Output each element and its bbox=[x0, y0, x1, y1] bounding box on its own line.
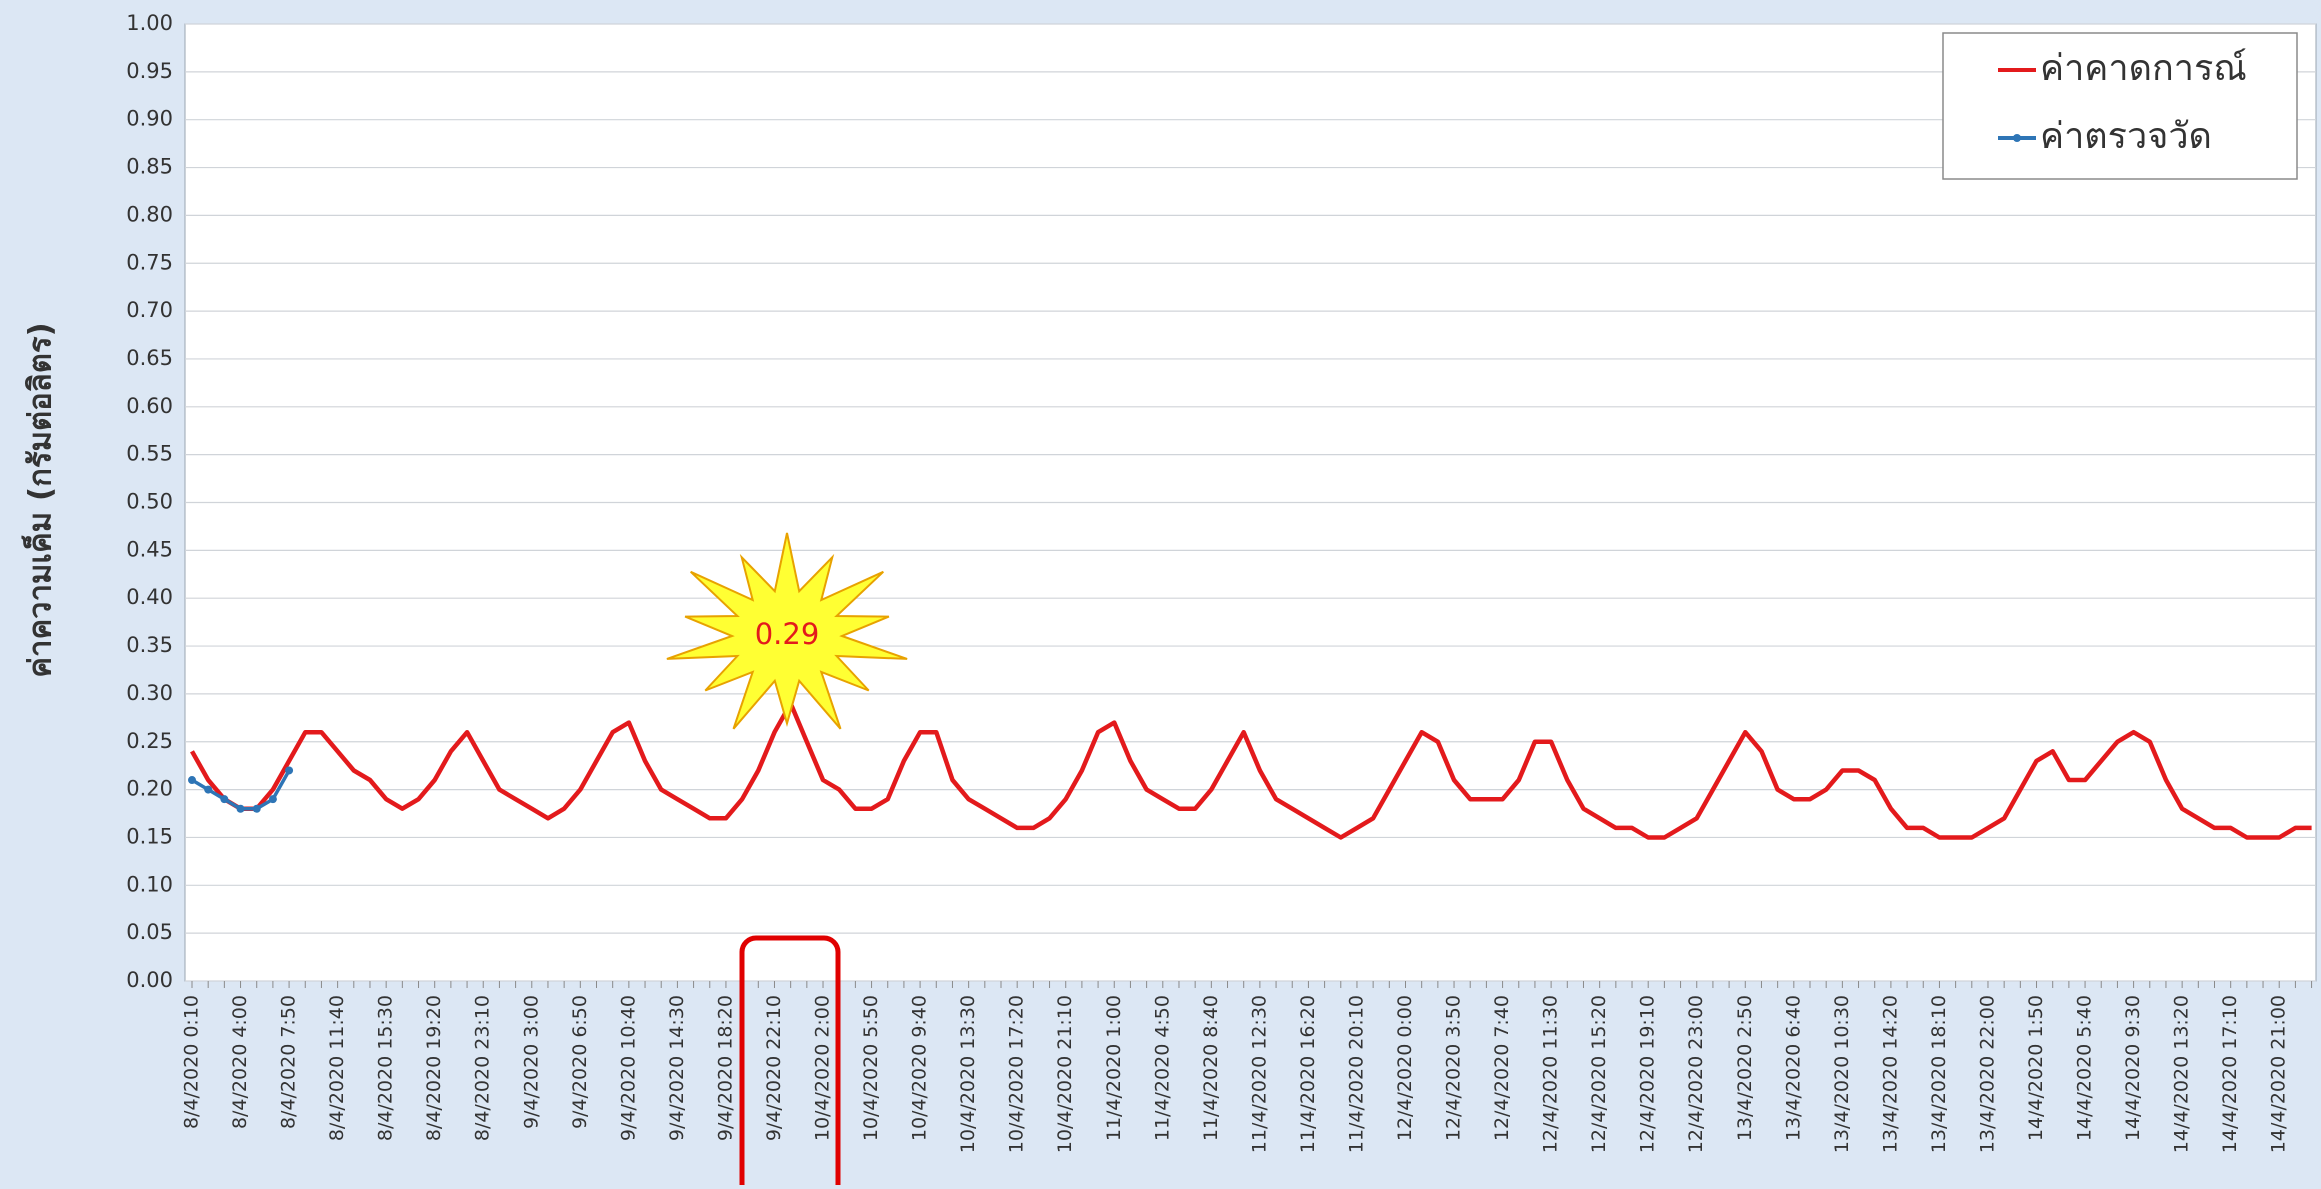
y-tick-label: 0.85 bbox=[126, 155, 173, 179]
series-marker bbox=[236, 804, 245, 813]
y-tick-label: 0.30 bbox=[126, 681, 173, 705]
x-tick-label: 13/4/2020 18:10 bbox=[1928, 995, 1950, 1153]
y-tick-label: 0.65 bbox=[126, 346, 173, 370]
x-tick-label: 9/4/2020 22:10 bbox=[763, 995, 785, 1141]
y-tick-label: 0.50 bbox=[126, 490, 173, 514]
x-tick-label: 11/4/2020 4:50 bbox=[1151, 995, 1173, 1141]
x-tick-label: 13/4/2020 14:20 bbox=[1879, 995, 1901, 1153]
x-tick-label: 11/4/2020 8:40 bbox=[1200, 995, 1222, 1141]
highlight-box bbox=[739, 935, 841, 1189]
x-tick-label: 9/4/2020 14:30 bbox=[666, 995, 688, 1141]
starburst bbox=[666, 532, 908, 730]
x-tick-label: 12/4/2020 23:00 bbox=[1685, 995, 1707, 1153]
series-marker bbox=[252, 804, 261, 813]
x-tick-label: 14/4/2020 1:50 bbox=[2025, 995, 2047, 1141]
y-tick-label: 0.70 bbox=[126, 298, 173, 322]
x-tick-label: 12/4/2020 19:10 bbox=[1637, 995, 1659, 1153]
x-tick-label: 12/4/2020 7:40 bbox=[1491, 995, 1513, 1141]
legend-marker bbox=[2013, 134, 2021, 142]
y-tick-label: 1.00 bbox=[126, 11, 173, 35]
x-tick-label: 13/4/2020 2:50 bbox=[1734, 995, 1756, 1141]
x-tick-label: 10/4/2020 21:10 bbox=[1054, 995, 1076, 1153]
x-tick-label: 8/4/2020 19:20 bbox=[423, 995, 445, 1141]
grid bbox=[185, 23, 2316, 988]
y-tick-label: 0.95 bbox=[126, 59, 173, 83]
y-tick-label: 0.25 bbox=[126, 729, 173, 753]
y-tick-label: 0.35 bbox=[126, 633, 173, 657]
series-layer bbox=[188, 701, 2312, 840]
x-tick-label: 11/4/2020 12:30 bbox=[1248, 995, 1270, 1153]
x-tick-label: 8/4/2020 4:00 bbox=[229, 995, 251, 1129]
y-tick-label: 0.05 bbox=[126, 920, 173, 944]
x-tick-label: 8/4/2020 15:30 bbox=[375, 995, 397, 1141]
x-tick-label: 14/4/2020 17:10 bbox=[2219, 995, 2241, 1153]
x-tick-label: 11/4/2020 16:20 bbox=[1297, 995, 1319, 1153]
x-tick-label: 14/4/2020 9:30 bbox=[2122, 995, 2144, 1141]
y-tick-label: 0.60 bbox=[126, 394, 173, 418]
x-tick-label: 8/4/2020 7:50 bbox=[278, 995, 300, 1129]
y-tick-label: 0.00 bbox=[126, 968, 173, 992]
x-tick-label: 13/4/2020 10:30 bbox=[1831, 995, 1853, 1153]
y-tick-label: 0.15 bbox=[126, 824, 173, 848]
y-tick-label: 0.20 bbox=[126, 777, 173, 801]
x-tick-label: 10/4/2020 5:50 bbox=[860, 995, 882, 1141]
annotation-text: 0.29 bbox=[755, 617, 820, 651]
y-tick-label: 0.40 bbox=[126, 585, 173, 609]
y-tick-label: 0.45 bbox=[126, 537, 173, 561]
x-tick-label: 9/4/2020 3:00 bbox=[520, 995, 542, 1129]
legend-label: ค่าคาดการณ์ bbox=[2040, 48, 2247, 89]
x-tick-label: 9/4/2020 6:50 bbox=[569, 995, 591, 1129]
x-tick-label: 10/4/2020 2:00 bbox=[812, 995, 834, 1141]
x-tick-label: 9/4/2020 18:20 bbox=[714, 995, 736, 1141]
series-line bbox=[190, 701, 2312, 840]
x-tick-label: 10/4/2020 13:30 bbox=[957, 995, 979, 1153]
x-tick-label: 12/4/2020 15:20 bbox=[1588, 995, 1610, 1153]
x-tick-label: 13/4/2020 6:40 bbox=[1782, 995, 1804, 1141]
x-tick-label: 8/4/2020 11:40 bbox=[326, 995, 348, 1141]
series-marker bbox=[220, 795, 229, 804]
x-tick-label: 11/4/2020 20:10 bbox=[1345, 995, 1367, 1153]
series-marker bbox=[188, 776, 196, 785]
series-marker bbox=[285, 766, 294, 775]
x-tick-label: 14/4/2020 13:20 bbox=[2171, 995, 2193, 1153]
x-tick-label: 8/4/2020 0:10 bbox=[181, 995, 203, 1129]
y-tick-label: 0.55 bbox=[126, 442, 173, 466]
x-tick-label: 9/4/2020 10:40 bbox=[617, 995, 639, 1141]
y-tick-label: 0.80 bbox=[126, 202, 173, 226]
x-tick-label: 11/4/2020 1:00 bbox=[1103, 995, 1125, 1141]
y-tick-label: 0.90 bbox=[126, 107, 173, 131]
legend-label: ค่าตรวจวัด bbox=[2040, 116, 2212, 157]
x-tick-label: 14/4/2020 5:40 bbox=[2074, 995, 2096, 1141]
x-tick-label: 12/4/2020 0:00 bbox=[1394, 995, 1416, 1141]
series-marker bbox=[268, 795, 277, 804]
series-marker bbox=[204, 785, 213, 794]
legend bbox=[1942, 32, 2298, 180]
x-tick-label: 13/4/2020 22:00 bbox=[1976, 995, 1998, 1153]
x-tick-label: 12/4/2020 11:30 bbox=[1540, 995, 1562, 1153]
x-tick-label: 10/4/2020 17:20 bbox=[1006, 995, 1028, 1153]
y-axis-label: ค่าความเค็ม (กรัมต่อลิตร) bbox=[21, 322, 59, 677]
y-tick-label: 0.75 bbox=[126, 250, 173, 274]
x-tick-label: 12/4/2020 3:50 bbox=[1443, 995, 1465, 1141]
x-tick-label: 14/4/2020 21:00 bbox=[2268, 995, 2290, 1153]
x-tick-label: 10/4/2020 9:40 bbox=[909, 995, 931, 1141]
x-tick-label: 8/4/2020 23:10 bbox=[472, 995, 494, 1141]
y-tick-label: 0.10 bbox=[126, 872, 173, 896]
